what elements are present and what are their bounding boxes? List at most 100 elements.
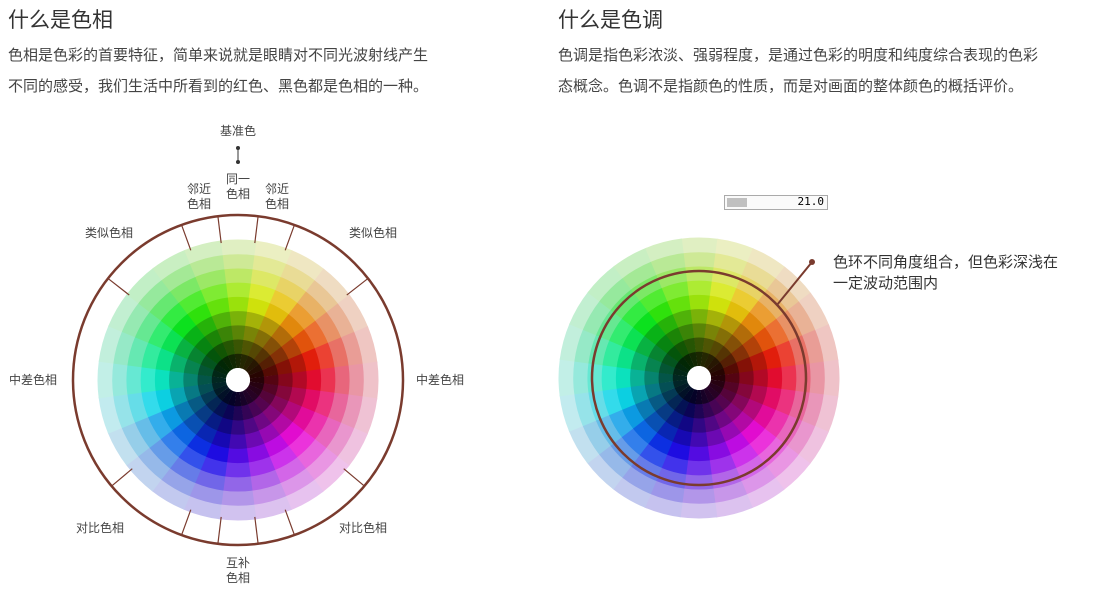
wheel-segment bbox=[171, 421, 197, 447]
divider-line bbox=[254, 216, 259, 244]
wheel-segment bbox=[731, 411, 755, 434]
wheel-segment bbox=[242, 417, 260, 435]
wheel-segment bbox=[140, 390, 162, 418]
base-pointer-dot bbox=[236, 160, 240, 164]
wheel-segment bbox=[280, 263, 316, 293]
wheel-segment bbox=[292, 406, 316, 432]
wheel-segment bbox=[212, 400, 228, 418]
wheel-segment bbox=[245, 358, 260, 373]
wheel-segment bbox=[107, 427, 139, 466]
wheel-segment bbox=[200, 389, 218, 405]
wheel-segment bbox=[681, 488, 716, 505]
wheel-segment bbox=[227, 296, 250, 312]
wheel-segment bbox=[326, 303, 356, 339]
wheel-segment bbox=[672, 309, 693, 328]
wheel-segment bbox=[225, 282, 252, 298]
wheel-segment bbox=[705, 428, 726, 447]
wheel-segment bbox=[713, 252, 749, 276]
wheel-segment bbox=[137, 447, 171, 481]
wheel-segment bbox=[242, 355, 255, 371]
divider-line bbox=[181, 509, 192, 536]
wheel-segment bbox=[749, 385, 768, 406]
wheel-segment bbox=[582, 300, 612, 336]
wheel-segment bbox=[210, 430, 231, 449]
wheel-segment bbox=[297, 291, 328, 322]
wheel-segment bbox=[601, 388, 623, 416]
label-contrast-right: 对比色相 bbox=[338, 521, 388, 535]
wheel-segment bbox=[140, 366, 156, 393]
wheel-segment bbox=[242, 389, 255, 405]
wheel-segment bbox=[719, 353, 737, 369]
tone-annotation: 色环不同角度组合，但色彩深浅在 一定波动范围内 bbox=[833, 252, 1058, 294]
wheel-segment bbox=[621, 326, 645, 352]
wheel-segment bbox=[654, 402, 675, 422]
wheel-segment bbox=[253, 347, 271, 365]
wheel-segment bbox=[702, 402, 715, 419]
wheel-segment bbox=[221, 355, 234, 371]
wheel-segment bbox=[228, 434, 248, 450]
wheel-segment bbox=[221, 389, 234, 405]
wheel-segment bbox=[598, 445, 632, 479]
wheel-segment bbox=[269, 289, 299, 315]
wheel-segment bbox=[151, 479, 190, 510]
wheel-segment bbox=[97, 360, 114, 399]
wheel-segment bbox=[188, 482, 224, 506]
wheel-segment bbox=[747, 248, 786, 279]
wheel-segment bbox=[279, 313, 305, 339]
wheel-segment bbox=[241, 339, 254, 356]
label-complement: 互补 色相 bbox=[226, 556, 250, 586]
wheel-segment bbox=[262, 404, 282, 425]
wheel-segment bbox=[613, 247, 652, 279]
wheel-segment bbox=[679, 502, 718, 519]
wheel-segment bbox=[254, 240, 293, 265]
wheel-segment bbox=[230, 324, 246, 340]
wheel-segment bbox=[573, 328, 597, 364]
wheel-segment bbox=[714, 494, 753, 518]
wheel-segment bbox=[612, 477, 651, 508]
wheel-segment bbox=[644, 493, 683, 518]
label-same-hue: 同一 色相 bbox=[226, 172, 250, 202]
wheel-segment bbox=[677, 385, 692, 400]
wheel-segment bbox=[241, 404, 254, 421]
wheel-segment bbox=[774, 454, 811, 491]
wheel-segment bbox=[228, 310, 248, 326]
wheel-segment bbox=[227, 391, 237, 407]
wheel-segment bbox=[602, 339, 623, 368]
wheel-segment bbox=[160, 467, 196, 497]
divider-line bbox=[217, 216, 222, 244]
wheel-segment bbox=[262, 383, 279, 396]
wheel-segment bbox=[815, 324, 839, 363]
wheel-segment bbox=[666, 441, 691, 461]
wheel-segment bbox=[197, 374, 213, 386]
wheel-segment bbox=[246, 443, 270, 463]
wheel-segment bbox=[719, 388, 737, 404]
annotation-line bbox=[776, 261, 813, 306]
wheel-segment bbox=[723, 362, 740, 375]
wheel-segment bbox=[301, 348, 321, 372]
wheel-segment bbox=[275, 358, 293, 376]
wheel-segment bbox=[362, 361, 379, 400]
wheel-segment bbox=[630, 384, 649, 405]
wheel-segment bbox=[160, 405, 184, 431]
wheel-segment bbox=[325, 422, 355, 458]
wheel-segment bbox=[211, 311, 232, 330]
wheel-segment bbox=[253, 395, 271, 413]
wheel-segment bbox=[154, 368, 170, 391]
wheel-segment bbox=[753, 404, 777, 430]
wheel-segment bbox=[741, 261, 777, 291]
wheel-segment bbox=[98, 325, 123, 364]
hue-outer-ring bbox=[71, 213, 405, 547]
wheel-segment bbox=[621, 403, 645, 429]
wheel-segment bbox=[682, 387, 695, 403]
wheel-segment bbox=[739, 370, 755, 386]
tone-desc-line2: 态概念。色调不是指颜色的性质，而是对画面的整体颜色的概括评价。 bbox=[558, 77, 1024, 95]
divider-line bbox=[343, 468, 365, 487]
label-line: 色相 bbox=[225, 571, 251, 585]
wheel-segment bbox=[608, 317, 634, 347]
wheel-segment bbox=[644, 382, 662, 400]
wheel-segment bbox=[709, 340, 725, 358]
wheel-segment bbox=[757, 437, 788, 468]
wheel-segment bbox=[354, 326, 378, 365]
wheel-segment bbox=[630, 350, 649, 371]
